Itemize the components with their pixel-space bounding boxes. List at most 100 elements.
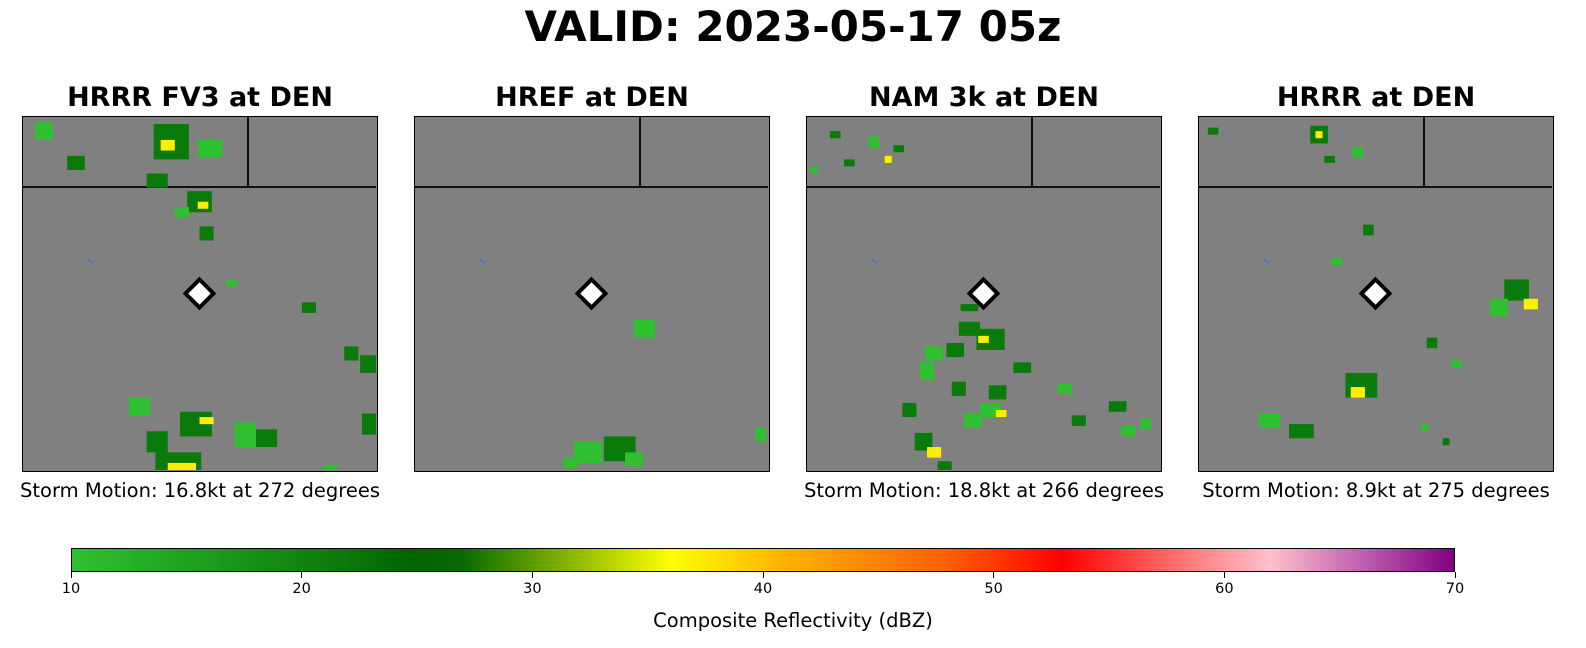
reflectivity-cell [1331, 258, 1342, 266]
reflectivity-cell [960, 304, 979, 312]
reflectivity-cell [893, 145, 905, 153]
panel-nam-3k: NAM 3k at DEN Storm Motion: 18.8kt at 26… [784, 80, 1184, 510]
reflectivity-cell [344, 346, 359, 361]
reservoir [478, 258, 486, 264]
colorbar-label: Composite Reflectivity (dBZ) [653, 609, 933, 632]
colorbar-tick-mark [993, 572, 995, 578]
reflectivity-cell [1315, 131, 1323, 139]
reflectivity-cell [1523, 298, 1538, 310]
reflectivity-map [22, 116, 378, 472]
reflectivity-cell [146, 173, 168, 188]
reflectivity-map [806, 116, 1162, 472]
reflectivity-cell [199, 417, 214, 425]
reflectivity-cell [225, 279, 237, 287]
reflectivity-cell [1140, 418, 1152, 430]
reflectivity-cell [829, 131, 841, 139]
reflectivity-cell [1324, 155, 1335, 163]
panel-hrrr: HRRR at DEN Storm Motion: 8.9kt at 275 d… [1176, 80, 1576, 510]
reflectivity-cell [1350, 387, 1365, 398]
panel-hrrr-fv3: HRRR FV3 at DEN Storm Motion: 16.8kt at … [0, 80, 400, 510]
reflectivity-cell [925, 346, 943, 361]
colorbar-tick-label: 60 [1215, 581, 1234, 597]
reflectivity-map [1198, 116, 1554, 472]
reflectivity-cell [563, 457, 578, 469]
reflectivity-cell [1013, 362, 1032, 373]
reflectivity-cell [1426, 337, 1438, 349]
reflectivity-cell [919, 362, 935, 380]
storm-motion-text: Storm Motion: 8.9kt at 275 degrees [1202, 479, 1550, 502]
reflectivity-cell [1442, 438, 1450, 446]
reflectivity-cell [1071, 415, 1086, 426]
map-canvas [1199, 117, 1552, 446]
reflectivity-cell [884, 155, 892, 163]
colorbar-tick-mark [531, 572, 533, 578]
reflectivity-cell [146, 431, 168, 453]
reflectivity-cell [167, 462, 196, 470]
den-station-marker [574, 276, 609, 311]
reflectivity-cell [810, 166, 818, 174]
reflectivity-map [414, 116, 770, 472]
colorbar [71, 548, 1455, 572]
den-station-marker [966, 276, 1001, 311]
reflectivity-cell [937, 461, 952, 470]
reflectivity-cell [67, 155, 85, 170]
reflectivity-cell [1057, 383, 1072, 395]
reflectivity-cell [1108, 401, 1127, 412]
reflectivity-cell [844, 159, 855, 167]
reflectivity-cell [1363, 224, 1374, 236]
reflectivity-cell [902, 402, 917, 418]
panel-href: HREF at DEN [392, 80, 792, 510]
reflectivity-cell [160, 139, 175, 151]
reflectivity-cell [174, 207, 189, 218]
reflectivity-cell [927, 447, 942, 458]
panel-title: HREF at DEN [495, 82, 689, 113]
colorbar-tick-label: 20 [292, 581, 311, 597]
panel-title: NAM 3k at DEN [869, 82, 1099, 113]
den-station-marker [182, 276, 217, 311]
reflectivity-cell [360, 355, 376, 373]
reflectivity-cell [1451, 360, 1462, 368]
panel-title: HRRR FV3 at DEN [67, 82, 333, 113]
reflectivity-cell [978, 335, 989, 343]
reflectivity-cell [633, 319, 656, 338]
colorbar-ticks: 10 20 30 40 50 60 70 [62, 572, 1464, 602]
reflectivity-cell [197, 139, 223, 158]
reflectivity-cell [914, 432, 933, 451]
reflectivity-cell [979, 402, 1002, 418]
colorbar-tick-mark [1454, 572, 1456, 578]
reflectivity-cell [361, 413, 376, 435]
reflectivity-cell [234, 422, 256, 448]
reflectivity-cell [323, 464, 338, 470]
reflectivity-cell [868, 136, 880, 148]
storm-motion-text: Storm Motion: 16.8kt at 272 degrees [20, 479, 380, 502]
reflectivity-cell [1289, 424, 1314, 439]
colorbar-tick-label: 30 [523, 581, 542, 597]
reflectivity-cell [964, 413, 982, 428]
map-canvas [23, 117, 376, 470]
reflectivity-cell [1207, 127, 1219, 135]
reflectivity-cell [755, 427, 767, 442]
reflectivity-cell [301, 302, 316, 313]
colorbar-tick-mark [70, 572, 72, 578]
reflectivity-cell [1504, 279, 1530, 301]
reservoir [870, 258, 878, 264]
reflectivity-cell [255, 429, 278, 448]
reflectivity-cell [946, 342, 965, 358]
colorbar-tick-label: 40 [753, 581, 773, 597]
reservoir [86, 258, 94, 264]
reflectivity-cell [1121, 425, 1136, 437]
reflectivity-cell [199, 226, 214, 241]
colorbar-tick-label: 70 [1445, 581, 1465, 597]
storm-motion-text: Storm Motion: 18.8kt at 266 degrees [804, 479, 1164, 502]
reflectivity-cell [976, 328, 1005, 350]
reflectivity-cell [625, 452, 643, 467]
reservoir [1262, 258, 1270, 264]
colorbar-tick-mark [762, 572, 764, 578]
figure-title: VALID: 2023-05-17 05z [524, 2, 1062, 51]
reflectivity-cell [958, 321, 980, 336]
reflectivity-cell [1421, 424, 1429, 432]
panel-title: HRRR at DEN [1276, 82, 1476, 113]
reflectivity-cell [995, 409, 1007, 418]
colorbar-tick-label: 50 [984, 581, 1003, 597]
colorbar-tick-mark [301, 572, 303, 578]
